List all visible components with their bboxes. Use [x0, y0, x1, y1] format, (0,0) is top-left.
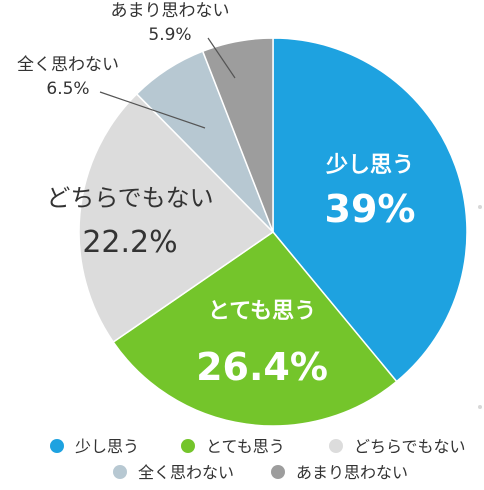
edge-dot [478, 205, 482, 209]
legend-marker [113, 465, 127, 479]
legend-marker [271, 465, 285, 479]
slice-category-label: 全く思わない [17, 55, 119, 75]
slice-category-label: あまり思わない [111, 1, 230, 21]
legend-label: 全く思わない [138, 463, 234, 482]
legend-label: とても思う [206, 437, 285, 456]
legend-marker [329, 439, 343, 453]
slice-value-label: 39% [325, 187, 416, 231]
pie-slice [112, 230, 398, 427]
slice-category-label: 少し思う [325, 153, 414, 178]
legend-label: 少し思う [75, 437, 139, 456]
slice-value-label: 22.2% [82, 225, 177, 260]
legend-marker [50, 439, 64, 453]
slice-value-label: 26.4% [196, 345, 328, 389]
legend-label: どちらでもない [354, 437, 466, 456]
leader-line [99, 91, 206, 129]
legend-label: あまり思わない [296, 463, 408, 482]
edge-dot [478, 405, 482, 409]
slice-value-label: 6.5% [46, 79, 89, 99]
slice-category-label: とても思う [208, 299, 316, 324]
slice-category-label: どちらでもない [46, 184, 213, 212]
pie-slice [201, 37, 274, 233]
pie-slice [272, 37, 468, 383]
pie-slice [78, 92, 275, 344]
slice-value-label: 5.9% [148, 25, 191, 45]
leader-line [207, 37, 236, 79]
legend-marker [181, 439, 195, 453]
